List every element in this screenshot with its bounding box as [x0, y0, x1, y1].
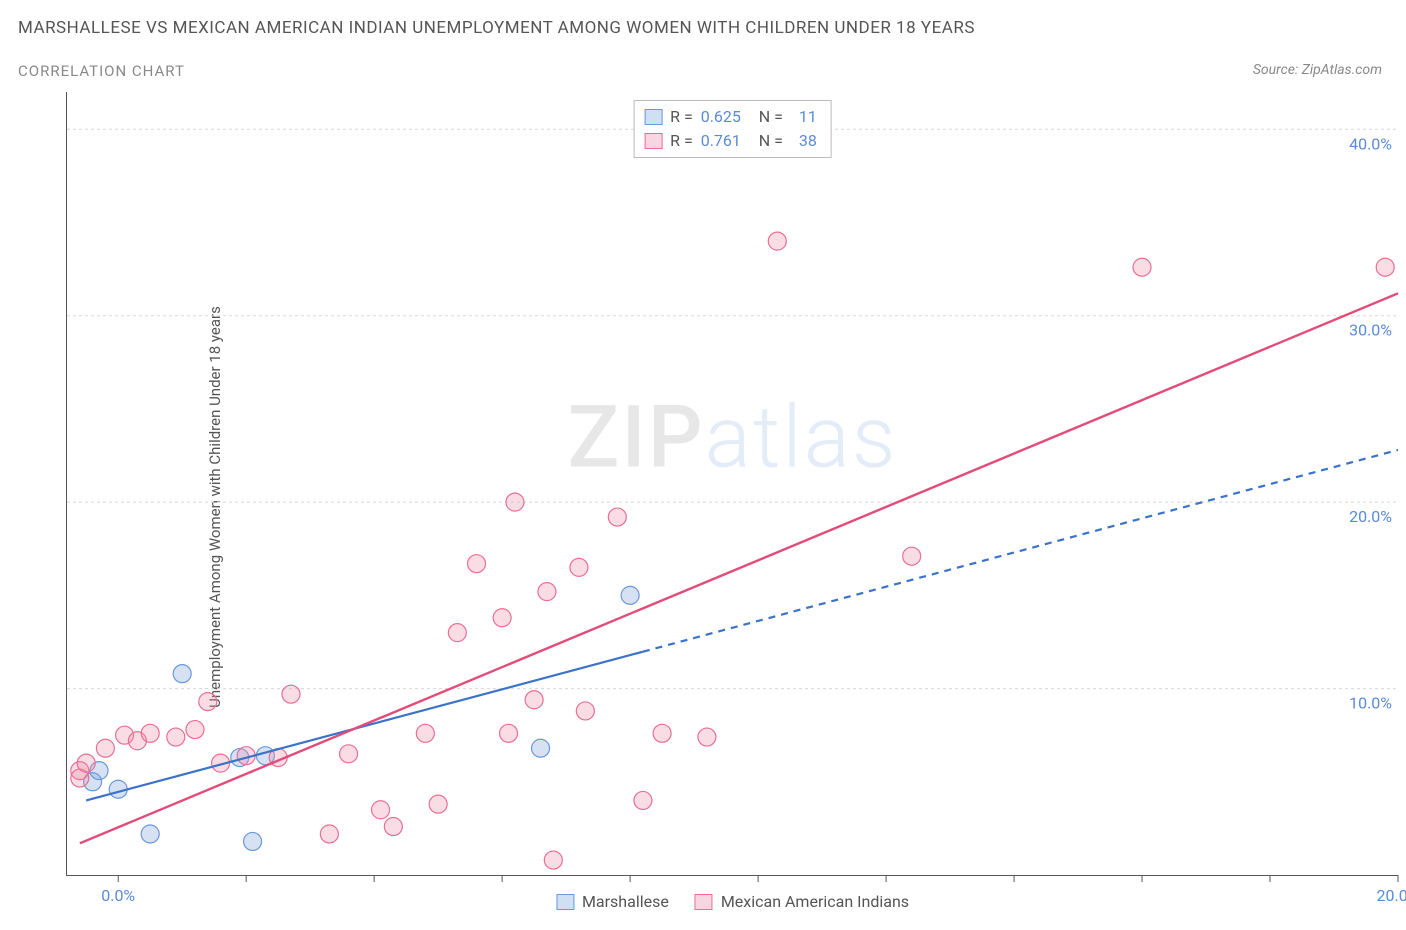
legend-item: Marshallese: [556, 892, 669, 911]
legend-swatch: [644, 109, 662, 125]
data-point: [141, 724, 159, 742]
data-point: [199, 693, 217, 711]
data-point: [429, 795, 447, 813]
legend-label: Marshallese: [582, 892, 669, 911]
legend-stat-row: R = 0.625 N = 11: [644, 105, 817, 129]
source-attribution: Source: ZipAtlas.com: [1253, 62, 1382, 78]
data-point: [1133, 258, 1151, 276]
data-point: [416, 724, 434, 742]
data-point: [320, 825, 338, 843]
data-point: [96, 739, 114, 757]
data-point: [167, 728, 185, 746]
data-point: [634, 791, 652, 809]
legend-n-value: 38: [791, 129, 817, 153]
data-point: [576, 702, 594, 720]
data-point: [903, 547, 921, 565]
data-point: [544, 851, 562, 869]
legend-stats-box: R = 0.625 N = 11 R = 0.761 N = 38: [633, 100, 832, 158]
data-point: [525, 691, 543, 709]
chart-container: Unemployment Among Women with Children U…: [18, 92, 1398, 922]
plot-area: 10.0%20.0%30.0%40.0% ZIPatlas R = 0.625 …: [66, 92, 1398, 876]
data-point: [653, 724, 671, 742]
chart-title-line2: CORRELATION CHART: [18, 62, 185, 80]
data-point: [77, 754, 95, 772]
legend-swatch: [556, 894, 574, 910]
data-point: [384, 818, 402, 836]
svg-text:20.0%: 20.0%: [1349, 507, 1392, 526]
data-point: [340, 745, 358, 763]
x-axis-end-label: 20.0%: [1377, 886, 1406, 905]
data-point: [608, 508, 626, 526]
data-point: [493, 609, 511, 627]
scatter-svg: 10.0% 20.0% 30.0% 40.0%: [67, 92, 1398, 875]
data-point: [244, 832, 262, 850]
legend-stat-row: R = 0.761 N = 38: [644, 129, 817, 153]
data-point: [372, 801, 390, 819]
data-point: [1376, 258, 1394, 276]
legend-item: Mexican American Indians: [695, 892, 909, 911]
legend-swatch: [644, 133, 662, 149]
legend-r-label: R =: [670, 105, 693, 129]
data-point: [448, 624, 466, 642]
data-point: [621, 586, 639, 604]
svg-text:30.0%: 30.0%: [1349, 321, 1392, 340]
legend-n-value: 11: [791, 105, 817, 129]
legend-n-label: N =: [759, 105, 783, 129]
data-point: [532, 739, 550, 757]
legend-r-label: R =: [670, 129, 693, 153]
data-point: [506, 493, 524, 511]
data-point: [768, 232, 786, 250]
legend-swatch: [695, 894, 713, 910]
data-point: [186, 721, 204, 739]
data-point: [141, 825, 159, 843]
legend-r-value: 0.625: [701, 105, 751, 129]
data-point: [500, 724, 518, 742]
data-point: [173, 665, 191, 683]
data-point: [468, 555, 486, 573]
legend-n-label: N =: [759, 129, 783, 153]
legend-label: Mexican American Indians: [721, 892, 909, 911]
data-point: [538, 583, 556, 601]
x-axis-start-label: 0.0%: [101, 886, 135, 905]
data-point: [698, 728, 716, 746]
svg-text:40.0%: 40.0%: [1349, 134, 1392, 153]
legend-r-value: 0.761: [701, 129, 751, 153]
svg-text:10.0%: 10.0%: [1349, 694, 1392, 713]
chart-title-line1: MARSHALLESE VS MEXICAN AMERICAN INDIAN U…: [18, 18, 975, 38]
data-point: [282, 685, 300, 703]
data-point: [570, 558, 588, 576]
legend-series: Marshallese Mexican American Indians: [556, 892, 909, 911]
